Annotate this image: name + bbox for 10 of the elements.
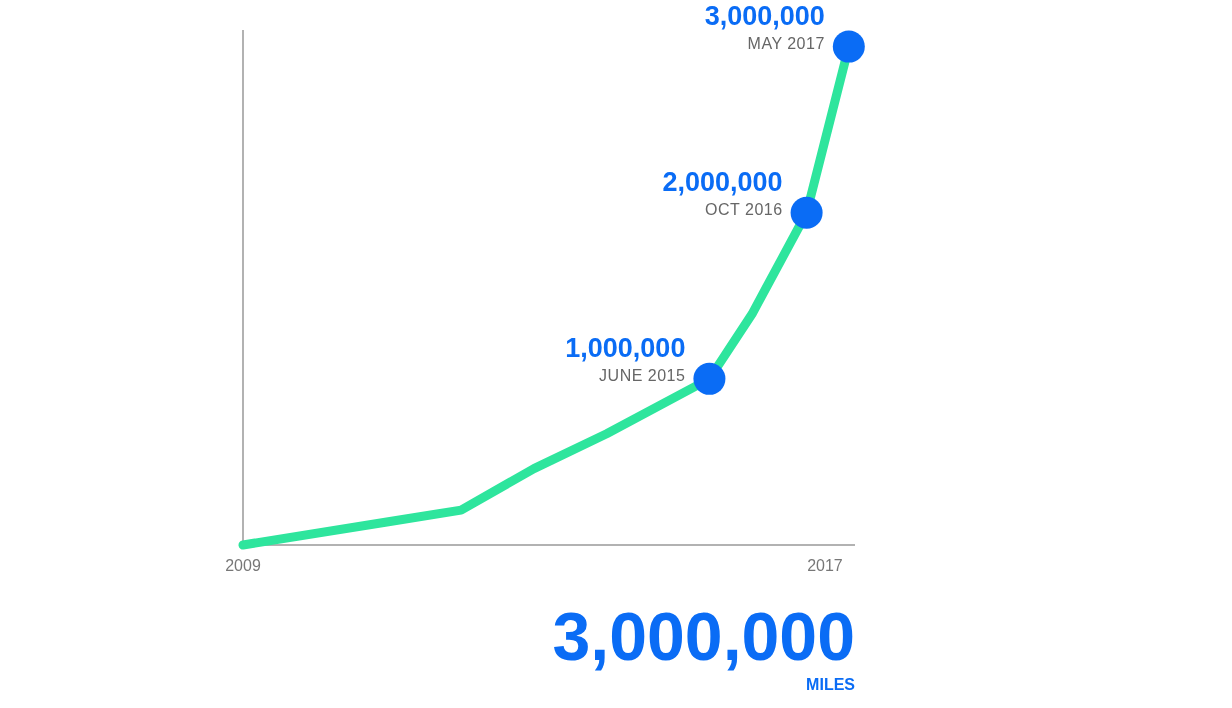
x-tick-label: 2009 [225, 557, 261, 574]
text: MILES [806, 676, 856, 693]
data-label: 2,000,000 [662, 166, 783, 197]
x-tick-label: 2017 [807, 557, 843, 574]
text: 3,000,000 [552, 598, 855, 674]
annotation: OCT 2016 [705, 200, 783, 218]
data-label: 1,000,000 [565, 332, 686, 363]
data-label: 3,000,000 [704, 0, 825, 31]
annotation: MAY 2017 [747, 34, 825, 52]
annotation: JUNE 2015 [599, 366, 686, 384]
